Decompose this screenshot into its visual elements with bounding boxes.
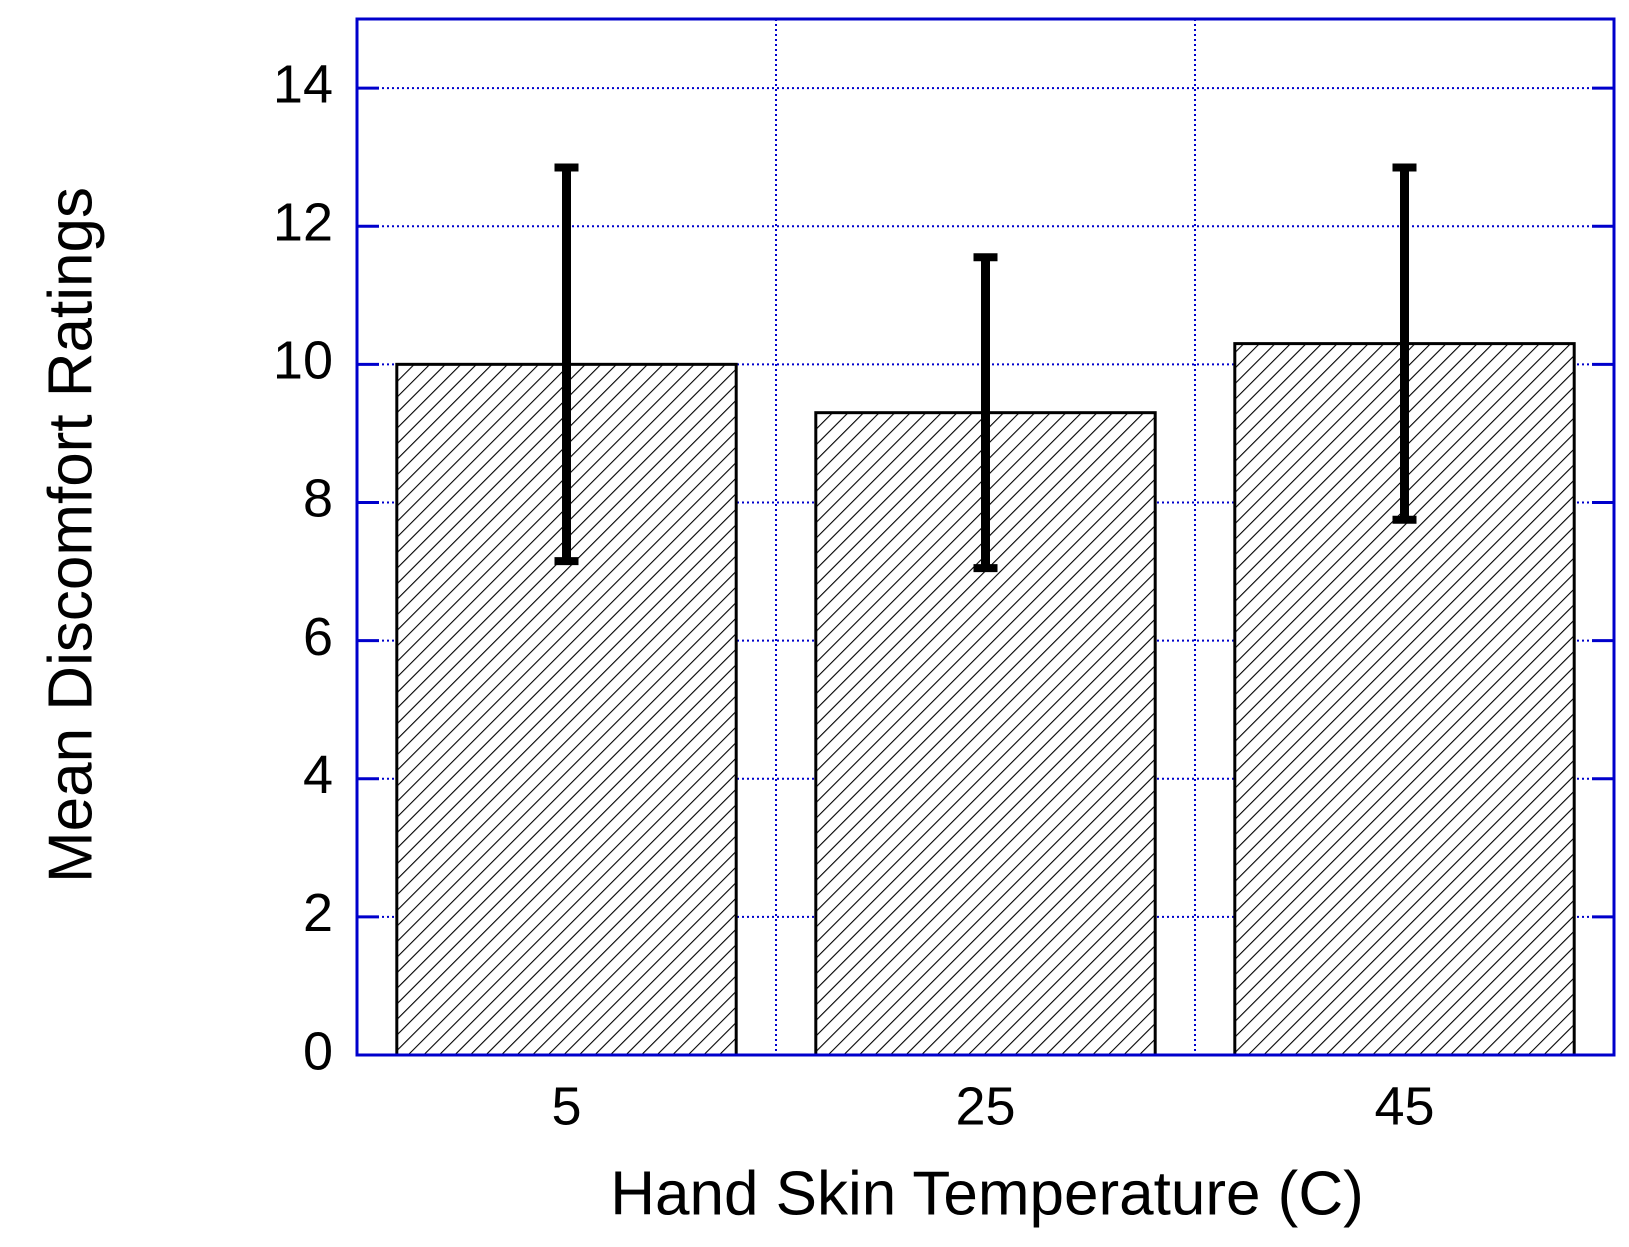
x-axis-title: Hand Skin Temperature (C) <box>610 1159 1364 1228</box>
y-tick-label: 2 <box>303 883 333 943</box>
y-tick-label: 8 <box>303 469 333 529</box>
y-tick-label: 6 <box>303 607 333 667</box>
y-axis-title: Mean Discomfort Ratings <box>36 187 105 883</box>
y-tick-label: 10 <box>273 331 333 391</box>
y-tick-label: 4 <box>303 745 333 805</box>
x-tick-label: 5 <box>551 1076 581 1136</box>
y-tick-label: 0 <box>303 1021 333 1081</box>
plot-frame <box>355 17 1616 1057</box>
y-tick-label: 14 <box>273 54 333 114</box>
x-tick-label: 25 <box>955 1076 1015 1136</box>
y-tick-label: 12 <box>273 192 333 252</box>
x-tick-label: 45 <box>1374 1076 1434 1136</box>
